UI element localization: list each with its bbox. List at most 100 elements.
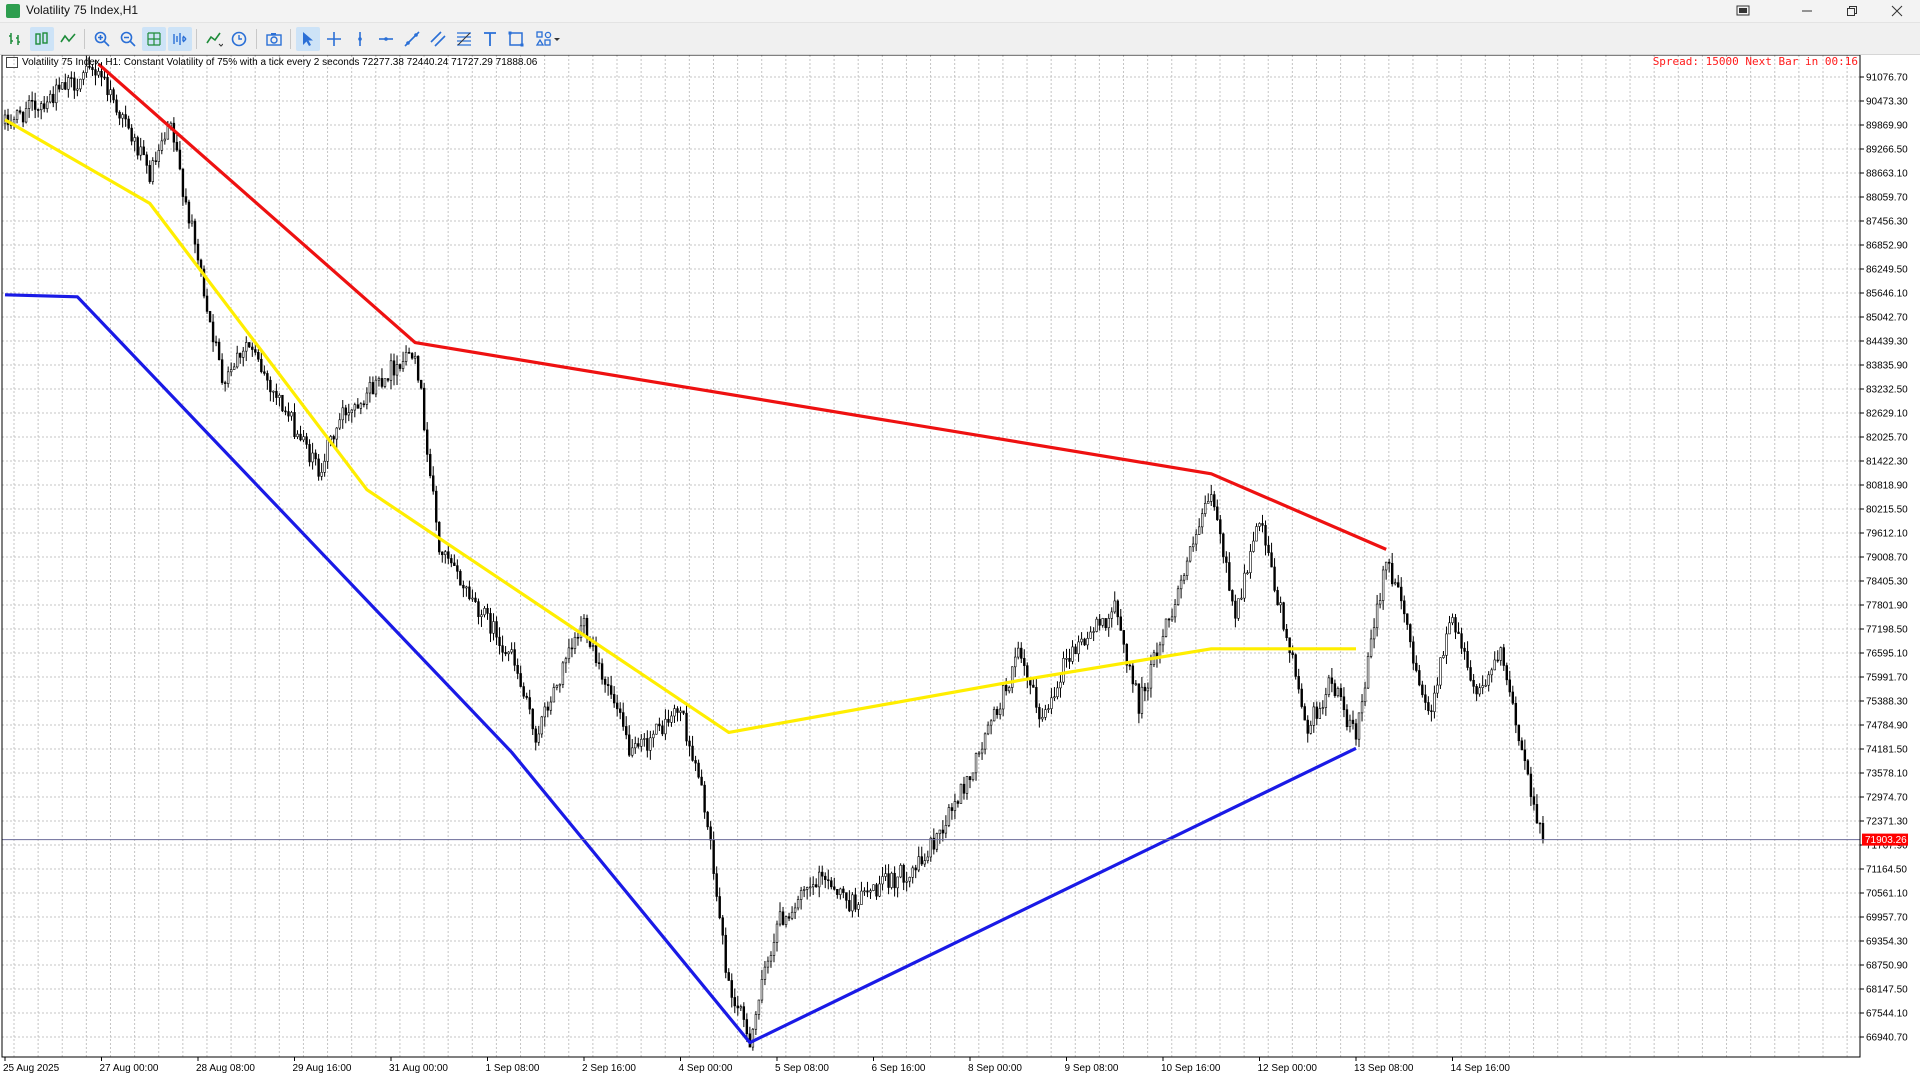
candle-bull (1442, 655, 1445, 658)
cursor-icon[interactable] (296, 27, 320, 51)
zoom-in-icon[interactable] (90, 27, 114, 51)
candle-bull (1059, 681, 1062, 689)
equidistant-channel-icon[interactable] (426, 27, 450, 51)
restore-tabs-icon[interactable] (1720, 0, 1766, 22)
chart-info-line: Volatility 75 Index, H1: Constant Volati… (6, 57, 537, 68)
candle-bear (682, 710, 685, 714)
price-tick-label: 81422.30 (1866, 457, 1908, 468)
candle-bull (413, 355, 417, 359)
fibonacci-icon[interactable] (452, 27, 476, 51)
close-icon[interactable] (1874, 0, 1920, 22)
text-icon[interactable] (478, 27, 502, 51)
price-tick-label: 85646.10 (1866, 289, 1908, 300)
candle-bear (1400, 586, 1403, 602)
price-tick-label: 68147.50 (1866, 985, 1908, 996)
time-axis[interactable]: 25 Aug 2025 27 Aug 00:00 28 Aug 08:00 29 Au… (3, 1057, 1510, 1074)
candle-bear (124, 114, 127, 120)
time-tick-label: 13 Sep 08:00 (1354, 1063, 1414, 1074)
candle-bull (190, 220, 194, 224)
trendlines[interactable] (4, 62, 1387, 1045)
candle-bear (91, 67, 94, 70)
price-chart[interactable]: 91076.70 90473.30 89869.90 89266.50 88663.10… (0, 55, 1920, 1080)
horizontal-line-icon[interactable] (374, 27, 398, 51)
candle-bull (278, 394, 281, 398)
candle-bear (827, 879, 830, 882)
candle-bear (525, 695, 528, 698)
candle-bull (881, 876, 884, 885)
periods-clock-icon[interactable] (228, 27, 252, 51)
candle-bear (1026, 665, 1029, 680)
screenshot-icon[interactable] (262, 27, 286, 51)
candle-bull (839, 888, 842, 895)
auto-scroll-icon[interactable] (168, 27, 192, 51)
candle-bear (269, 379, 272, 393)
candle-bull (802, 888, 806, 891)
candle-bull (480, 614, 483, 617)
candle-bull (790, 911, 794, 919)
minimize-icon[interactable] (1784, 0, 1830, 22)
candle-bear (1213, 494, 1216, 508)
candle-bull (670, 715, 673, 723)
candle-bull (1484, 684, 1487, 687)
candle-bull (1201, 513, 1204, 528)
candle-bear (1387, 561, 1391, 564)
price-tick-label: 69957.70 (1866, 913, 1908, 924)
candle-bear (1234, 600, 1237, 619)
grid-icon[interactable] (142, 27, 166, 51)
maximize-icon[interactable] (1829, 0, 1875, 22)
candle-bull (1481, 685, 1484, 689)
candle-bull (552, 687, 556, 703)
candle-bull (664, 718, 667, 735)
shapes-icon[interactable] (504, 27, 528, 51)
candle-bear (145, 154, 148, 166)
candle-bull (272, 390, 275, 393)
price-tick-label: 89869.90 (1866, 121, 1908, 132)
candle-bull (1207, 501, 1210, 504)
candle-bull (338, 419, 341, 429)
candle-bull (1249, 551, 1252, 573)
candle-bear (299, 433, 302, 441)
candle-bear (447, 551, 450, 559)
candle-bull (395, 364, 399, 376)
candle-bear (220, 359, 224, 383)
objects-menu-icon[interactable] (530, 27, 566, 51)
line-chart-icon[interactable] (56, 27, 80, 51)
candle-bull (1182, 575, 1186, 581)
candle-bull (1008, 687, 1011, 692)
chart-area[interactable]: 91076.70 90473.30 89869.90 89266.50 88663.10… (0, 55, 1920, 1080)
blue-trendline[interactable] (4, 293, 1357, 1045)
candle-bear (254, 349, 257, 353)
trendline-icon[interactable] (400, 27, 424, 51)
candle-bear (1330, 677, 1334, 684)
candle-bear (456, 565, 459, 572)
candle-bull (1240, 597, 1243, 600)
candle-bear (1116, 600, 1119, 618)
candle-bear (453, 562, 456, 566)
candle-bear (239, 352, 242, 358)
candle-bear (305, 436, 308, 445)
yellow-trendline[interactable] (4, 118, 1356, 735)
candle-bull (896, 876, 899, 889)
candle-bear (1122, 630, 1125, 645)
candle-bear (646, 738, 649, 751)
candlestick-icon[interactable] (30, 27, 54, 51)
candle-bear (1297, 676, 1300, 690)
candle-bull (1448, 622, 1451, 635)
indicators-icon[interactable] (202, 27, 226, 51)
candle-bull (82, 72, 85, 80)
price-axis[interactable]: 91076.70 90473.30 89869.90 89266.50 88663.10… (1860, 73, 1908, 1044)
crosshair-icon[interactable] (322, 27, 346, 51)
candle-bull (49, 93, 52, 103)
bar-chart-icon[interactable] (4, 27, 28, 51)
candle-bear (706, 811, 709, 828)
zoom-out-icon[interactable] (116, 27, 140, 51)
candle-bear (127, 118, 130, 129)
candle-bear (694, 760, 697, 764)
candle-bear (501, 645, 504, 653)
candle-bull (226, 371, 230, 384)
vertical-line-icon[interactable] (348, 27, 372, 51)
candle-bear (118, 111, 121, 119)
candle-bear (661, 725, 664, 735)
candle-bear (519, 673, 522, 687)
red-trendline[interactable] (97, 62, 1387, 551)
